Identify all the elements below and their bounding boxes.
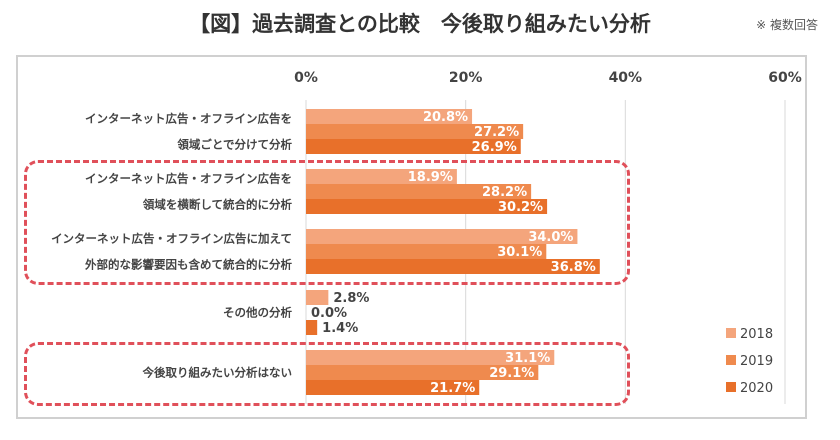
- x-tick-label: 60%: [768, 70, 802, 86]
- data-label: 36.8%: [551, 260, 596, 275]
- data-label: 18.9%: [408, 170, 453, 185]
- legend-label: 2020: [740, 381, 773, 396]
- bar-2020: [306, 259, 600, 274]
- bar-2018: [306, 169, 457, 184]
- chart-frame: [16, 55, 807, 419]
- bar-2018: [306, 290, 329, 305]
- data-label: 0.0%: [311, 306, 347, 321]
- category-label: その他の分析: [223, 306, 292, 320]
- data-label: 31.1%: [505, 351, 550, 366]
- data-label: 30.1%: [497, 245, 542, 260]
- bar-2020: [306, 380, 480, 395]
- legend-swatch-2019: [726, 355, 736, 365]
- x-tick-label: 20%: [449, 70, 483, 86]
- category-label: インターネット広告・オフライン広告を: [85, 112, 292, 126]
- multiple-answer-note: ※ 複数回答: [756, 18, 818, 32]
- bar-2018: [306, 350, 555, 365]
- data-label: 21.7%: [430, 381, 475, 396]
- bar-2018: [306, 109, 473, 124]
- data-label: 26.9%: [472, 140, 517, 155]
- x-tick-label: 40%: [609, 70, 643, 86]
- x-tick-label: 0%: [294, 70, 318, 86]
- category-label: インターネット広告・オフライン広告を: [85, 172, 292, 186]
- bar-2020: [306, 320, 318, 335]
- data-label: 34.0%: [528, 230, 573, 245]
- legend-label: 2019: [740, 354, 773, 369]
- bar-2019: [306, 244, 547, 259]
- category-label: 領域を横断して統合的に分析: [142, 198, 293, 212]
- data-label: 28.2%: [482, 185, 527, 200]
- legend-swatch-2020: [726, 382, 736, 392]
- bar-2020: [306, 139, 521, 154]
- bar-2019: [306, 124, 524, 139]
- category-label: 外部的な影響要因も含めて統合的に分析: [84, 258, 292, 272]
- data-label: 27.2%: [474, 125, 519, 140]
- chart-title: 【図】過去調査との比較 今後取り組みたい分析: [189, 12, 651, 36]
- legend-label: 2018: [740, 327, 773, 342]
- bar-2019: [306, 184, 532, 199]
- highlight-box: [24, 160, 630, 285]
- legend-swatch-2018: [726, 328, 736, 338]
- bar-2020: [306, 199, 548, 214]
- bar-2019: [306, 365, 539, 380]
- bar-2018: [306, 229, 578, 244]
- data-label: 20.8%: [423, 110, 468, 125]
- data-label: 1.4%: [322, 321, 358, 336]
- highlight-box: [24, 342, 630, 406]
- category-label: インターネット広告・オフライン広告に加えて: [51, 232, 292, 246]
- category-label: 領域ごとで分けて分析: [176, 138, 292, 152]
- category-label: 今後取り組みたい分析はない: [142, 366, 293, 380]
- data-label: 29.1%: [489, 366, 534, 381]
- data-label: 2.8%: [333, 291, 369, 306]
- data-label: 30.2%: [498, 200, 543, 215]
